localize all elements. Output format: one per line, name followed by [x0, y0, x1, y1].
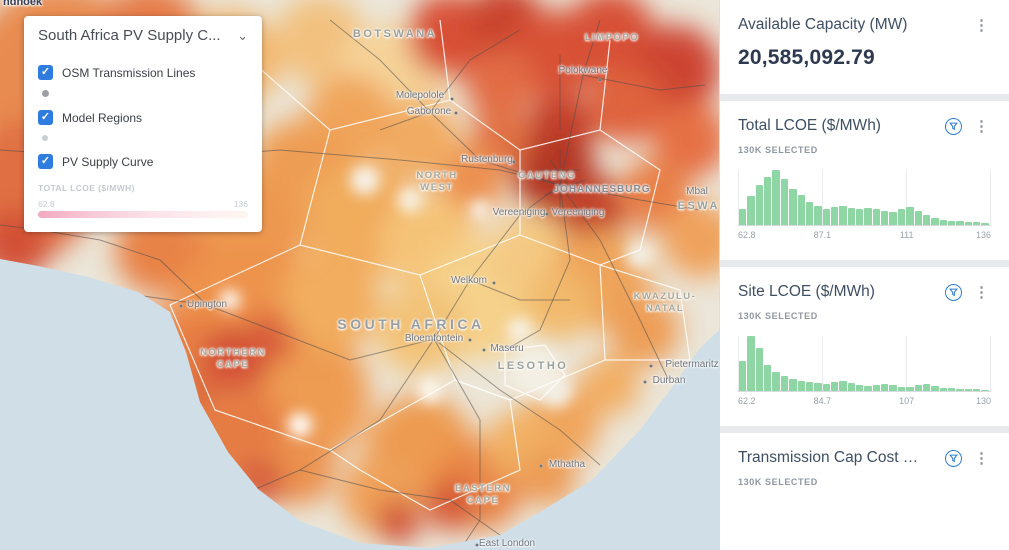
layer-panel: South Africa PV Supply C... ⌄ ✓ OSM Tran…	[24, 16, 262, 232]
histogram-ticks: 62.2 84.7 107 130	[738, 396, 991, 408]
checkbox-pv-supply-curve[interactable]: ✓	[38, 154, 53, 169]
city-dot	[649, 364, 653, 368]
site-lcoe-card: Site LCOE ($/MWh) ⋮ 130K SELECTED 62.2 8…	[720, 267, 1009, 426]
transmission-cap-cost-card: Transmission Cap Cost … ⋮ 130K SELECTED	[720, 433, 1009, 550]
available-capacity-card: Available Capacity (MW) ⋮ 20,585,092.79	[720, 0, 1009, 94]
city-dot	[179, 304, 183, 308]
card-title: Total LCOE ($/MWh)	[738, 117, 881, 134]
layer-row-osm: ✓ OSM Transmission Lines	[38, 65, 248, 80]
lcoe-legend: TOTAL LCOE ($/MWH) 62.8 136	[38, 183, 248, 218]
city-dot	[475, 543, 479, 547]
tick-label: 107	[899, 396, 915, 406]
tick-label: 136	[975, 230, 991, 240]
checkbox-model-regions[interactable]: ✓	[38, 110, 53, 125]
model-region-borders	[169, 19, 691, 511]
filter-icon[interactable]	[945, 449, 962, 467]
city-dot	[643, 380, 647, 384]
city-dot	[468, 338, 472, 342]
city-dot	[482, 348, 486, 352]
legend-min: 62.8	[38, 199, 55, 209]
city-dot	[454, 111, 458, 115]
kebab-menu-icon[interactable]: ⋮	[974, 16, 989, 34]
layer-row-pv-supply-curve: ✓ PV Supply Curve	[38, 154, 248, 169]
layer-handle-dot[interactable]	[42, 90, 49, 97]
site-lcoe-histogram[interactable]	[738, 336, 991, 392]
city-dot	[539, 464, 543, 468]
tick-label: 84.7	[813, 396, 832, 406]
checkbox-osm-transmission-lines[interactable]: ✓	[38, 65, 53, 80]
city-dot	[492, 281, 496, 285]
city-dot	[512, 160, 516, 164]
city-dot	[545, 212, 549, 216]
total-lcoe-histogram[interactable]	[738, 170, 991, 226]
layer-label: PV Supply Curve	[62, 154, 154, 169]
selection-count: 130K SELECTED	[738, 311, 818, 321]
city-dot	[598, 78, 602, 82]
layer-row-model-regions: ✓ Model Regions	[38, 110, 248, 125]
layer-handle-dot[interactable]	[42, 135, 48, 141]
available-capacity-value: 20,585,092.79	[738, 46, 875, 69]
layer-label: Model Regions	[62, 110, 143, 125]
selection-count: 130K SELECTED	[738, 477, 818, 487]
tick-label: 130	[975, 396, 991, 406]
tick-label: 62.2	[738, 396, 756, 406]
kebab-menu-icon[interactable]: ⋮	[974, 449, 989, 467]
legend-title: TOTAL LCOE ($/MWH)	[38, 183, 135, 193]
tick-label: 62.8	[738, 230, 756, 240]
tick-label: 111	[899, 230, 914, 240]
filter-icon[interactable]	[945, 117, 962, 135]
stats-sidebar: Available Capacity (MW) ⋮ 20,585,092.79 …	[719, 0, 1009, 550]
filter-icon[interactable]	[945, 283, 962, 301]
legend-max: 136	[233, 199, 248, 209]
histogram-bars	[738, 170, 990, 225]
layer-label: OSM Transmission Lines	[62, 65, 196, 80]
histogram-bars	[738, 336, 990, 391]
selection-count: 130K SELECTED	[738, 145, 818, 155]
card-title: Site LCOE ($/MWh)	[738, 283, 875, 300]
card-title: Transmission Cap Cost …	[738, 449, 919, 466]
total-lcoe-card: Total LCOE ($/MWh) ⋮ 130K SELECTED 62.8 …	[720, 101, 1009, 260]
supply-curve-select-value: South Africa PV Supply C...	[38, 27, 221, 44]
histogram-ticks: 62.8 87.1 111 136	[738, 230, 991, 242]
supply-curve-select[interactable]: South Africa PV Supply C... ⌄	[38, 27, 248, 52]
kebab-menu-icon[interactable]: ⋮	[974, 117, 989, 135]
tick-label: 87.1	[813, 230, 832, 240]
map-canvas[interactable]: ndhoek BOTSWANA LIMPOPO Polokwane Molepo…	[0, 0, 719, 550]
lcoe-gradient-bar	[38, 211, 248, 218]
card-title: Available Capacity (MW)	[738, 16, 908, 33]
kebab-menu-icon[interactable]: ⋮	[974, 283, 989, 301]
chevron-down-icon: ⌄	[237, 27, 248, 43]
city-dot	[450, 97, 454, 101]
